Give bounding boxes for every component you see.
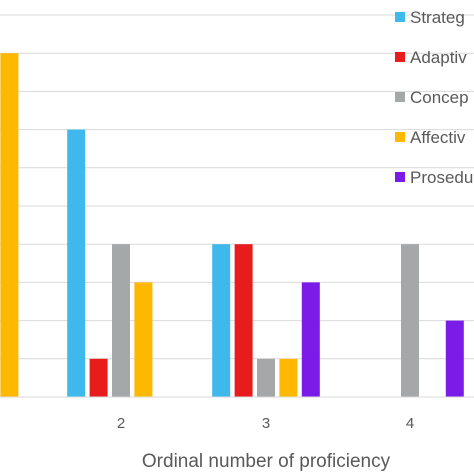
bar-affectiv-2 xyxy=(134,282,153,397)
legend-label-prosedu: Prosedu xyxy=(410,168,473,187)
x-tick-labels: 2 3 4 xyxy=(117,415,414,432)
x-tick-label: 2 xyxy=(117,415,125,432)
bar-concep-4 xyxy=(401,244,419,397)
bar-strateg-2 xyxy=(67,129,86,397)
x-tick-label: 3 xyxy=(262,415,270,432)
legend-label-strateg: Strateg xyxy=(410,8,465,27)
legend-swatch-adaptiv xyxy=(395,52,405,62)
legend-swatch-concep xyxy=(395,92,405,102)
legend: Strateg Adaptiv Concep Affectiv Prosedu xyxy=(395,8,473,187)
legend-label-adaptiv: Adaptiv xyxy=(410,48,467,67)
bar-affectiv-1 xyxy=(0,53,19,397)
bar-prosedu-3 xyxy=(301,282,320,397)
x-axis-title: Ordinal number of proficiency xyxy=(142,451,391,472)
bars xyxy=(0,53,464,397)
bar-affectiv-3 xyxy=(279,358,298,397)
legend-label-affectiv: Affectiv xyxy=(410,128,466,147)
legend-swatch-prosedu xyxy=(395,172,405,182)
x-tick-label: 4 xyxy=(406,415,414,432)
bar-concep-3 xyxy=(257,358,275,397)
legend-label-concep: Concep xyxy=(410,88,469,107)
bar-strateg-3 xyxy=(212,244,231,397)
bar-adaptiv-3 xyxy=(234,244,253,397)
bar-prosedu-4 xyxy=(445,320,464,397)
bar-adaptiv-2 xyxy=(89,358,108,397)
legend-swatch-strateg xyxy=(395,12,405,22)
legend-swatch-affectiv xyxy=(395,132,405,142)
bar-concep-2 xyxy=(112,244,130,397)
